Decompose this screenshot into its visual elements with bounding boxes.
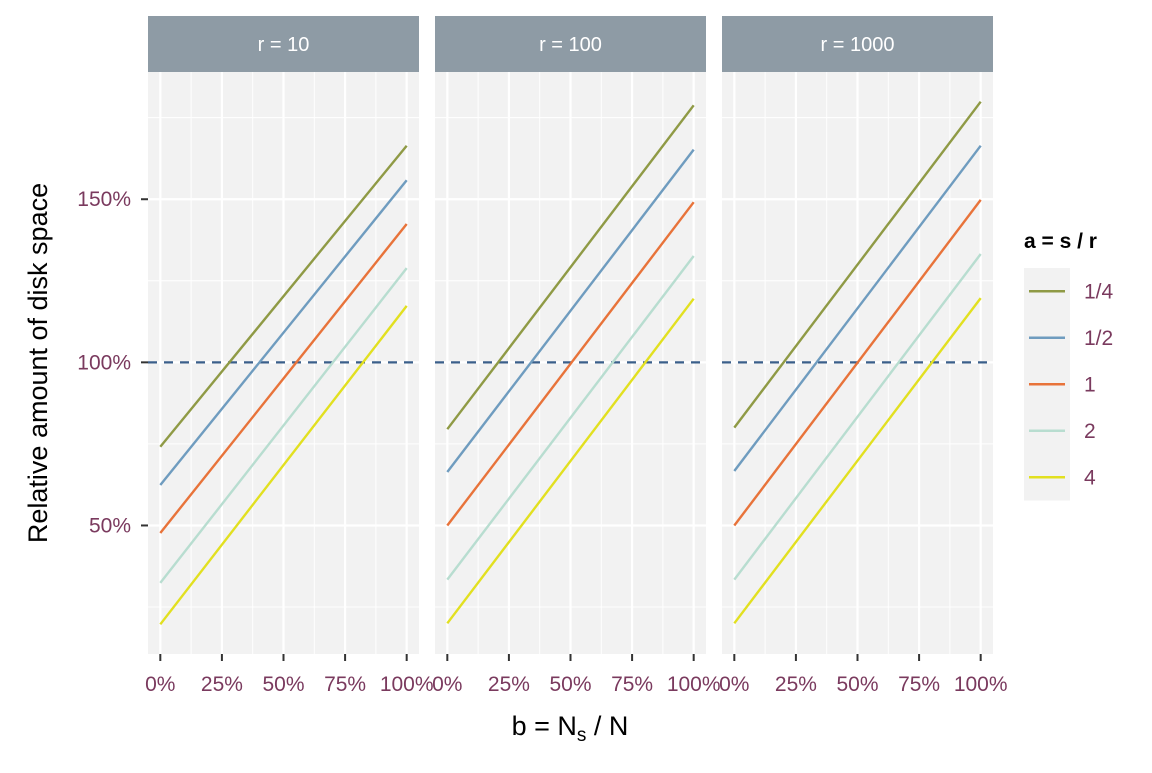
y-tick-label: 150% <box>77 188 131 211</box>
series-line-1 <box>446 201 695 527</box>
legend-label: 1/2 <box>1084 327 1113 350</box>
x-tick-label: 75% <box>898 673 940 696</box>
x-tick-label: 0% <box>719 673 749 696</box>
facet-strip <box>722 16 993 72</box>
series-line-1 <box>159 223 408 534</box>
x-tick-label: 75% <box>324 673 366 696</box>
legend: a = s / r 1/4 1/2 1 2 4 <box>1024 230 1114 501</box>
x-tick-label: 25% <box>488 673 530 696</box>
facet-panel-1: r = 10 0% 25% 50% 75% 100% <box>145 16 434 696</box>
facet-strip <box>148 16 419 72</box>
series-line-1-4 <box>733 100 982 429</box>
facet-strip-label: r = 10 <box>258 34 310 56</box>
facet-strip <box>435 16 706 72</box>
y-tick-label: 50% <box>89 514 131 537</box>
x-tick-label: 25% <box>775 673 817 696</box>
facet-strip-label: r = 100 <box>539 34 602 56</box>
facet-panel-2: r = 100 0% 25% 50% 75% 100% <box>432 16 721 696</box>
series-line-1-2 <box>733 144 982 472</box>
series-line-1-2 <box>446 148 695 473</box>
series-line-2 <box>446 255 695 581</box>
x-tick-label: 100% <box>954 673 1008 696</box>
series-line-4 <box>159 305 408 626</box>
series-line-1 <box>733 199 982 527</box>
x-tick-label: 75% <box>611 673 653 696</box>
y-tick-label: 100% <box>77 351 131 374</box>
series-line-1-4 <box>446 104 695 430</box>
series-line-1-4 <box>159 144 408 448</box>
series-line-1-2 <box>159 179 408 486</box>
series-line-4 <box>446 297 695 625</box>
legend-label: 4 <box>1084 466 1096 489</box>
legend-label: 2 <box>1084 420 1096 443</box>
x-tick-label: 0% <box>145 673 175 696</box>
series-line-4 <box>733 297 982 625</box>
x-tick-label: 25% <box>201 673 243 696</box>
y-axis-title: Relative amount of disk space <box>23 183 53 543</box>
legend-label: 1 <box>1084 373 1096 396</box>
legend-label: 1/4 <box>1084 280 1114 303</box>
x-tick-label: 50% <box>549 673 591 696</box>
x-tick-label: 0% <box>432 673 462 696</box>
x-tick-label: 50% <box>262 673 304 696</box>
legend-title: a = s / r <box>1024 230 1097 253</box>
x-axis-title: b = Ns / N <box>512 711 629 746</box>
series-line-2 <box>159 267 408 584</box>
x-tick-label: 100% <box>667 673 721 696</box>
facet-panel-3: r = 1000 0% 25% 50% 75% 100% <box>719 16 1008 696</box>
x-tick-label: 50% <box>836 673 878 696</box>
x-tick-label: 100% <box>380 673 434 696</box>
series-line-2 <box>733 253 982 581</box>
facet-strip-label: r = 1000 <box>821 34 895 56</box>
